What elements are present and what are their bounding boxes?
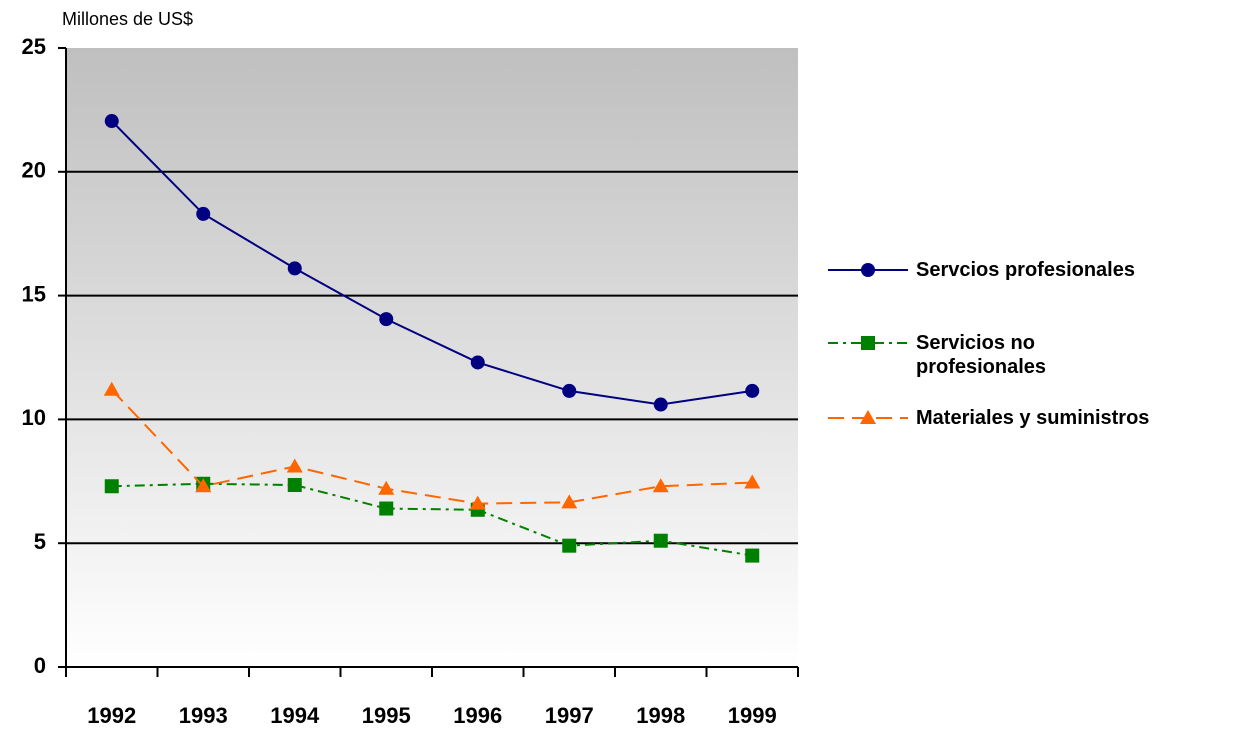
marker [378,480,395,495]
marker [470,355,485,370]
plot-area [66,48,798,667]
x-tick-label: 1999 [728,703,777,728]
marker [562,538,577,553]
legend-label: Servicios no profesionales [916,332,1047,378]
x-tick-label: 1998 [636,703,685,728]
marker [745,383,760,398]
marker [196,206,211,221]
marker [104,479,119,494]
x-tick-label: 1993 [179,703,228,728]
marker [379,312,394,327]
y-tick-label: 20 [22,158,46,183]
marker [287,478,302,493]
marker [469,495,486,510]
marker [562,383,577,398]
y-tick-label: 5 [34,529,46,554]
x-tick-label: 1992 [87,703,136,728]
series-line [111,482,753,557]
marker [287,261,302,276]
marker [744,474,761,489]
marker [653,533,668,548]
marker [379,501,394,516]
x-tick-label: 1995 [362,703,411,728]
x-tick-label: 1996 [453,703,502,728]
marker [286,458,303,473]
x-tick-label: 1997 [545,703,594,728]
y-tick-label: 10 [22,405,46,430]
y-tick-label: 25 [22,34,46,59]
legend-marker [861,336,875,350]
legend-label: Materiales y suministros [916,407,1150,429]
x-tick-label: 1994 [270,703,320,728]
marker [103,381,120,396]
y-tick-label: 15 [22,281,46,306]
series-line [111,389,753,505]
series-line [111,120,753,406]
marker [745,548,760,563]
marker [652,478,669,493]
marker [561,494,578,509]
marker [195,478,212,493]
legend-label: Servcios profesionales [916,259,1135,281]
legend-marker [861,263,875,277]
y-axis-label: Millones de US$ [62,9,193,29]
marker [653,397,668,412]
y-tick-label: 0 [34,653,46,678]
marker [104,114,119,129]
legend-marker [860,410,876,424]
